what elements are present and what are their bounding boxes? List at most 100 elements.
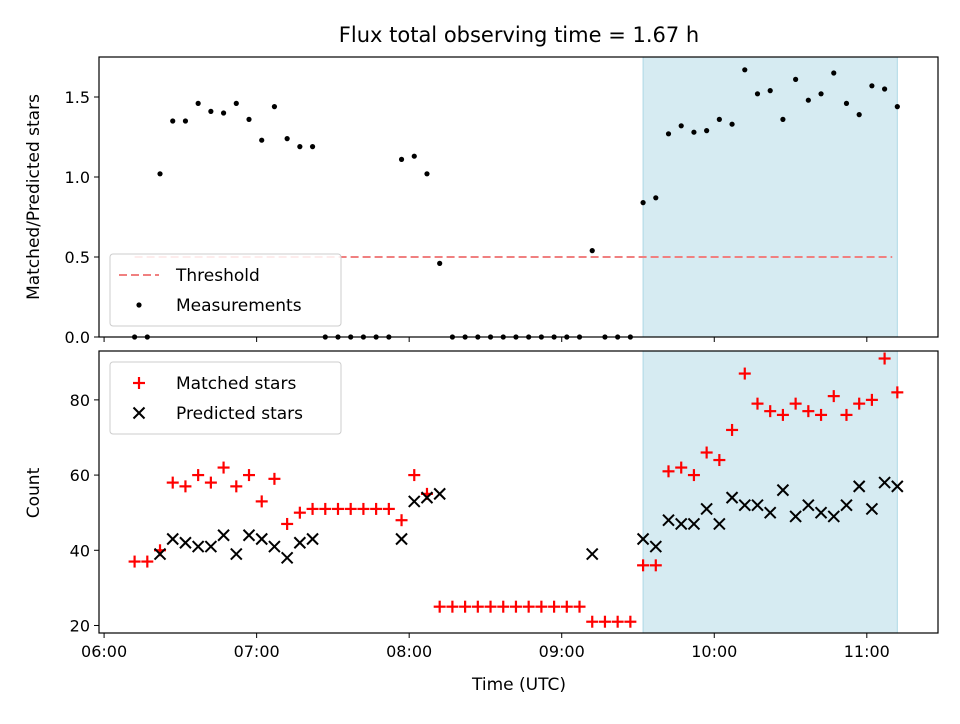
matched-stars-point: [560, 600, 573, 613]
predicted-stars-point: [636, 532, 650, 546]
matched-stars-point: [713, 454, 726, 467]
top-legend-measurements-swatch: [136, 302, 142, 308]
predicted-stars-point: [763, 506, 777, 519]
matched-stars-point: [802, 405, 815, 418]
matched-stars-point: [700, 446, 713, 459]
matched-stars-point: [675, 461, 688, 474]
measurements-point: [843, 100, 850, 106]
measurements-point: [894, 104, 900, 110]
bottom-legend-matched-stars-label: Matched stars: [176, 374, 296, 394]
measurements-point: [805, 97, 811, 103]
measurements-point: [742, 67, 748, 73]
bottom-y-tick-label: 20: [70, 616, 90, 635]
matched-stars-point: [128, 555, 141, 568]
predicted-stars-point: [840, 498, 853, 512]
top-legend: Threshold Measurements: [109, 253, 342, 327]
matched-stars-point: [853, 397, 866, 410]
predicted-stars-point: [687, 517, 701, 531]
matched-stars-point: [624, 615, 637, 628]
predicted-stars-point: [230, 547, 243, 561]
matched-stars-point: [382, 502, 395, 515]
matched-stars-point: [293, 506, 306, 519]
x-tick-label: 10:00: [691, 642, 737, 661]
matched-stars-point: [891, 386, 904, 399]
top-y-tick-label: 0.0: [65, 328, 90, 347]
measurements-point: [678, 123, 684, 129]
predicted-stars-point: [700, 502, 713, 516]
matched-stars-point: [243, 469, 256, 482]
matched-stars-point: [548, 600, 561, 613]
predicted-stars-point: [586, 547, 599, 561]
matched-stars-point: [815, 408, 828, 421]
matched-stars-point: [726, 423, 739, 436]
bottom-legend-matched-stars-swatch: [133, 377, 145, 389]
predicted-stars-point: [242, 529, 256, 542]
measurements-point: [704, 128, 710, 134]
matched-stars-point: [268, 472, 281, 485]
matched-stars-point: [497, 600, 510, 613]
matched-stars-point: [344, 502, 357, 515]
top-y-tick-label: 1.0: [65, 168, 90, 187]
bottom-plot-frame: [98, 350, 939, 634]
measurements-point: [284, 136, 290, 142]
measurements-point: [869, 83, 875, 89]
measurements-point: [398, 156, 405, 162]
top-y-tick-label: 1.5: [65, 88, 90, 107]
top-legend-box: [109, 253, 342, 327]
bottom-legend-box: [109, 361, 342, 435]
matched-stars-point: [484, 600, 497, 613]
chart-title: Flux total observing time = 1.67 h: [339, 23, 699, 47]
matched-stars-point: [865, 393, 878, 406]
predicted-stars-point: [751, 498, 764, 512]
measurements-point: [208, 108, 214, 114]
bottom-legend-predicted-stars-swatch: [132, 406, 146, 420]
measurements-point: [882, 86, 888, 92]
predicted-stars-point: [827, 510, 840, 523]
predicted-stars-point: [852, 480, 866, 493]
matched-stars-point: [408, 469, 421, 482]
predicted-stars-point: [662, 513, 675, 527]
bottom-y-axis-label: Count: [24, 467, 44, 518]
matched-stars-point: [192, 469, 205, 482]
matched-stars-point: [306, 502, 319, 515]
predicted-stars-point: [217, 529, 230, 542]
measurements-point: [767, 88, 773, 94]
predicted-stars-point: [166, 532, 179, 546]
top-y-tick-label: 0.5: [65, 248, 90, 267]
measurements-point: [271, 104, 278, 110]
matched-stars-point: [789, 397, 802, 410]
measurements-point: [716, 116, 722, 122]
measurements-point: [653, 195, 659, 201]
top-highlight-window: [642, 56, 898, 338]
predicted-stars-point: [675, 517, 688, 531]
predicted-stars-point: [255, 532, 268, 546]
matched-stars-point: [649, 559, 662, 572]
matched-stars-point: [319, 502, 332, 515]
matched-stars-point: [586, 615, 599, 628]
predicted-stars-point: [738, 498, 751, 512]
matched-stars-point: [370, 502, 383, 515]
matched-stars-point: [230, 480, 243, 493]
bottom-y-tick-label: 80: [70, 391, 90, 410]
matched-stars-point: [204, 476, 217, 489]
measurements-point: [182, 118, 189, 124]
matched-stars-point: [827, 390, 840, 403]
measurements-point: [754, 91, 761, 97]
measurements-point: [309, 144, 316, 150]
predicted-stars-point: [306, 532, 319, 546]
predicted-stars-point: [420, 491, 434, 504]
measurements-point: [818, 91, 824, 97]
bottom-y-tick-label: 40: [70, 541, 90, 560]
measurements-point: [424, 171, 430, 177]
predicted-stars-point: [776, 483, 790, 497]
predicted-stars-point: [713, 517, 726, 531]
predicted-stars-point: [433, 487, 446, 501]
matched-stars-point: [357, 502, 370, 515]
predicted-stars-point: [891, 480, 904, 493]
x-axis-label: Time (UTC): [471, 675, 566, 695]
matched-stars-point: [840, 408, 853, 421]
measurements-point: [640, 200, 646, 206]
matched-stars-point: [573, 600, 586, 613]
